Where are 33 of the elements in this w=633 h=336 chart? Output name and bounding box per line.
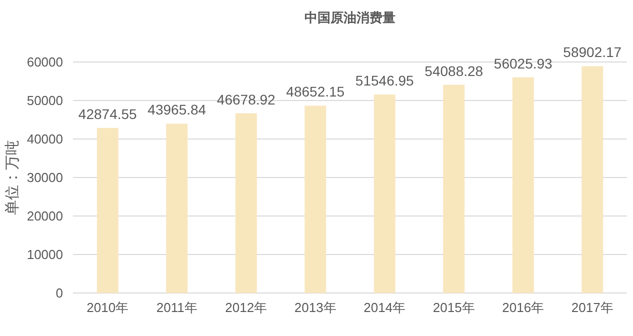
x-tick-label: 2015年 bbox=[432, 300, 475, 315]
x-tick-label: 2014年 bbox=[364, 300, 406, 315]
data-label: 42874.55 bbox=[78, 106, 138, 122]
x-tick-label: 2017年 bbox=[571, 300, 614, 315]
y-axis-title: 单位：万吨 bbox=[4, 140, 21, 215]
x-tick-label: 2012年 bbox=[225, 300, 268, 315]
x-tick-label: 2016年 bbox=[502, 300, 544, 315]
data-label: 54088.28 bbox=[424, 62, 484, 79]
x-tick-label: 2010年 bbox=[86, 300, 129, 315]
data-label: 48652.15 bbox=[286, 84, 345, 100]
bar bbox=[166, 124, 188, 293]
bar bbox=[512, 77, 534, 293]
chart-title: 中国原油消费量 bbox=[304, 10, 396, 25]
y-tick-label: 0 bbox=[56, 286, 63, 301]
y-tick-label: 20000 bbox=[26, 208, 63, 224]
y-tick-label: 60000 bbox=[26, 54, 63, 70]
data-label: 56025.93 bbox=[494, 55, 553, 72]
y-tick-label: 40000 bbox=[26, 132, 63, 147]
data-label: 58902.17 bbox=[563, 44, 622, 60]
bar bbox=[443, 84, 465, 293]
bar bbox=[235, 113, 257, 293]
y-tick-label: 30000 bbox=[26, 170, 63, 186]
x-tick-label: 2011年 bbox=[156, 300, 198, 315]
y-tick-label: 10000 bbox=[26, 247, 63, 262]
y-tick-label: 50000 bbox=[26, 93, 63, 108]
data-label: 46678.92 bbox=[216, 91, 276, 108]
data-label: 43965.84 bbox=[148, 102, 206, 118]
bar bbox=[96, 128, 118, 293]
bar bbox=[582, 66, 604, 293]
bar bbox=[304, 106, 326, 293]
x-tick-label: 2013年 bbox=[294, 300, 336, 315]
bar bbox=[374, 94, 396, 293]
data-label: 51546.95 bbox=[355, 72, 414, 89]
